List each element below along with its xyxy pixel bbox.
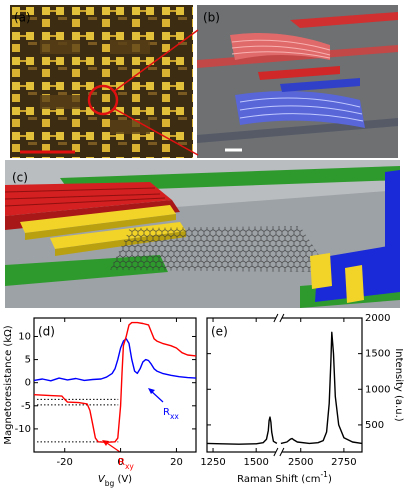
x-axis-label-sub: bg [105, 479, 115, 488]
y-tick-label: 5 [25, 355, 31, 366]
axis-break [279, 447, 285, 457]
x-axis-label-sup: -1 [320, 470, 328, 479]
axis-break [279, 313, 285, 323]
plot-frame [206, 317, 363, 453]
device-rendering [4, 160, 400, 308]
x-tick-label: 1500 [243, 457, 268, 468]
annotation: Rxy [118, 457, 134, 471]
x-tick-label: 20 [170, 457, 183, 468]
panel-label: (c) [12, 171, 28, 185]
optical-image [10, 5, 193, 158]
y-axis-label: Magnetoresistance (kΩ) [3, 325, 14, 444]
x-axis-label-suffix: (V) [114, 474, 132, 485]
x-axis-label-main: Raman Shift (cm [237, 474, 320, 485]
annotation-sub: xy [125, 462, 134, 471]
data-line [206, 331, 363, 445]
x-axis-label: Vbg (V) [98, 474, 132, 488]
x-axis-label-suffix: ) [328, 474, 332, 485]
y-tick-label: 1000 [365, 384, 390, 395]
panel-label: (e) [211, 325, 228, 339]
y-tick-label: 0 [25, 378, 31, 389]
annotation-main: R [118, 457, 125, 468]
axis-break [275, 316, 282, 320]
panel-label: (b) [203, 11, 220, 25]
x-axis-label-main: V [98, 474, 106, 485]
annotation-main: R [163, 407, 170, 418]
x-tick-label: 1250 [200, 457, 225, 468]
y-tick-label: -10 [15, 424, 31, 435]
y-tick-label: 2000 [365, 313, 390, 324]
plot-frame [33, 317, 197, 453]
data-line [33, 338, 197, 382]
arrow-head [148, 388, 155, 394]
data-line [33, 321, 197, 443]
panel-label: (d) [38, 325, 55, 339]
y-axis-label: Intensity (a.u.) [393, 348, 404, 421]
y-tick-label: 10 [18, 331, 31, 342]
annotation-sub: xx [170, 412, 179, 421]
axis-break [273, 313, 279, 323]
x-tick-label: 2750 [331, 457, 356, 468]
y-tick-label: -5 [21, 401, 31, 412]
annotation: Rxx [163, 407, 179, 421]
sem-image [197, 5, 398, 158]
zoom-line [112, 29, 199, 93]
y-tick-label: 500 [365, 420, 384, 431]
x-axis-label: Raman Shift (cm-1) [237, 470, 332, 486]
x-tick-label: -20 [57, 457, 73, 468]
axis-break [273, 447, 279, 457]
x-tick-label: 2500 [288, 457, 313, 468]
x-tick-label: 0 [117, 457, 123, 468]
zoom-line [112, 107, 199, 156]
panel-label: (a) [14, 11, 31, 25]
y-tick-label: 1500 [365, 349, 390, 360]
axis-break [275, 450, 282, 454]
